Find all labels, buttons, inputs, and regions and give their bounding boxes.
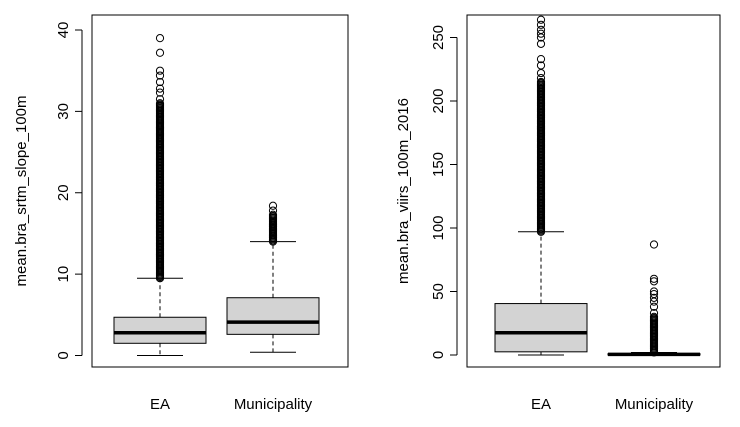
y-tick-label: 50 <box>430 283 447 300</box>
outlier-point <box>536 20 546 29</box>
y-tick-label: 0 <box>55 351 72 359</box>
outlier-point <box>649 240 659 249</box>
outlier-point <box>536 39 546 48</box>
outliers <box>649 240 659 357</box>
outlier-point <box>649 289 659 299</box>
outlier-point <box>155 77 165 87</box>
outlier-point <box>649 274 659 283</box>
outlier-point <box>268 210 278 219</box>
y-tick-label: 40 <box>55 22 72 39</box>
outlier-point <box>536 68 546 78</box>
outliers <box>155 34 165 283</box>
box-iqr <box>494 303 588 353</box>
x-tick-label: EA <box>150 396 170 413</box>
y-tick-label: 250 <box>430 25 447 50</box>
outlier-point <box>155 95 165 104</box>
box-municipality <box>607 240 701 357</box>
outlier-point <box>649 308 659 318</box>
outlier-point <box>649 293 659 302</box>
y-axis-title: mean.bra_viirs_100m_2016 <box>395 98 412 284</box>
outlier-point <box>155 34 165 43</box>
outlier-point <box>649 277 659 286</box>
outlier-point <box>536 29 546 38</box>
outlier-point <box>536 77 546 87</box>
y-tick-label: 100 <box>430 215 447 240</box>
outlier-point <box>649 312 659 321</box>
box-iqr <box>226 297 320 335</box>
x-tick-label: Municipality <box>234 396 313 413</box>
outlier-point <box>536 54 546 64</box>
outlier-point <box>155 48 165 57</box>
y-tick-label: 30 <box>55 103 72 120</box>
outlier-point <box>268 206 278 215</box>
y-tick-label: 150 <box>430 152 447 177</box>
outlier-point <box>155 84 165 93</box>
chart-panel-2: 0 50 100 150 200 250 mean.bra_viirs_100m_2016 E… <box>395 14 721 413</box>
plot-frame <box>466 14 721 368</box>
outliers <box>268 201 278 246</box>
outlier-point <box>536 25 546 34</box>
box-iqr <box>113 316 207 344</box>
outliers <box>536 15 546 236</box>
outlier-point <box>536 61 546 70</box>
x-tick-label: Municipality <box>615 396 694 413</box>
plot-frame <box>91 14 349 368</box>
outlier-point <box>268 201 278 210</box>
x-tick-label: EA <box>531 396 551 413</box>
outlier-point <box>155 66 165 75</box>
box-ea <box>113 34 207 356</box>
y-axis: 0 10 20 30 40 <box>55 22 83 360</box>
chart-panel-1: 0 10 20 30 40 mean.bra_srtm_slope_100m EA Munic… <box>13 14 349 413</box>
y-axis-title: mean.bra_srtm_slope_100m <box>13 96 30 287</box>
y-tick-label: 20 <box>55 184 72 201</box>
outlier-point <box>536 74 546 83</box>
y-tick-label: 200 <box>430 88 447 113</box>
y-tick-label: 0 <box>430 351 447 359</box>
y-tick-label: 10 <box>55 266 72 283</box>
outlier-point <box>536 15 546 24</box>
outlier-point <box>649 302 659 311</box>
box-municipality <box>226 201 320 353</box>
outlier-point <box>155 88 165 97</box>
y-axis: 0 50 100 150 200 250 <box>430 25 458 359</box>
outlier-point <box>649 287 659 296</box>
outlier-point <box>155 99 165 108</box>
outlier-point <box>155 71 165 80</box>
box-ea <box>494 15 588 356</box>
